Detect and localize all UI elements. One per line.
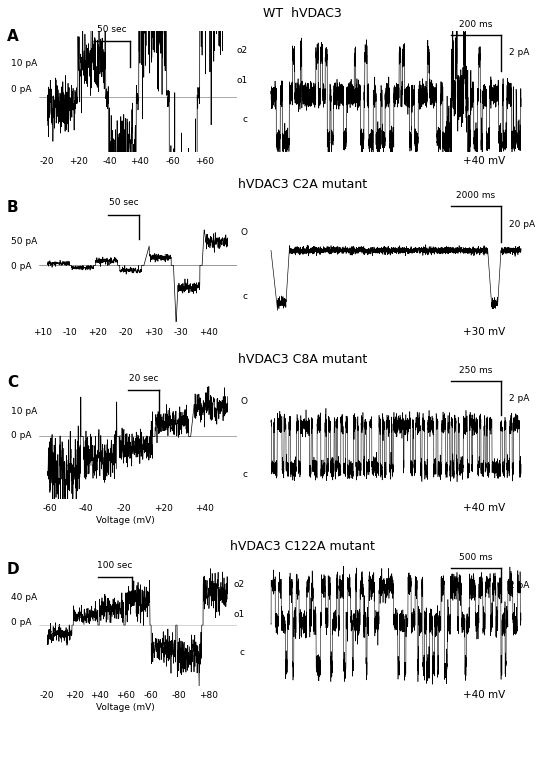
Text: B: B <box>7 200 19 215</box>
Text: 20 pA: 20 pA <box>509 220 535 229</box>
Text: 50 pA: 50 pA <box>11 237 37 245</box>
Text: -30: -30 <box>174 329 189 337</box>
Text: 50 sec: 50 sec <box>97 25 126 33</box>
Text: +40: +40 <box>199 329 218 337</box>
Text: 40 pA: 40 pA <box>11 593 37 602</box>
Text: 2 pA: 2 pA <box>509 581 529 590</box>
Text: 100 sec: 100 sec <box>97 561 133 569</box>
Text: -80: -80 <box>172 691 186 700</box>
Text: -20: -20 <box>118 329 133 337</box>
Text: 0 pA: 0 pA <box>11 432 31 440</box>
Text: +20: +20 <box>89 329 107 337</box>
Text: C: C <box>7 375 18 390</box>
Text: 10 pA: 10 pA <box>11 59 37 69</box>
Text: O: O <box>240 228 248 237</box>
Text: c: c <box>240 648 245 657</box>
Text: +40 mV: +40 mV <box>463 156 505 166</box>
Text: +30 mV: +30 mV <box>463 327 505 337</box>
Text: o1: o1 <box>236 76 248 85</box>
Text: +20: +20 <box>154 504 173 513</box>
Text: -20: -20 <box>117 504 131 513</box>
Text: -60: -60 <box>166 157 180 166</box>
Text: 0 pA: 0 pA <box>11 262 31 271</box>
Text: 2 pA: 2 pA <box>509 48 529 58</box>
Text: c: c <box>243 115 248 124</box>
Text: +30: +30 <box>144 329 163 337</box>
Text: WT  hVDAC3: WT hVDAC3 <box>263 7 342 19</box>
Text: +20: +20 <box>69 157 87 166</box>
Text: +60: +60 <box>116 691 135 700</box>
Text: -10: -10 <box>63 329 78 337</box>
Text: c: c <box>243 292 248 301</box>
Text: Voltage (mV): Voltage (mV) <box>96 340 155 350</box>
Text: -40: -40 <box>102 157 117 166</box>
Text: +40: +40 <box>130 157 149 166</box>
Text: o2: o2 <box>234 580 245 588</box>
Text: hVDAC3 C122A mutant: hVDAC3 C122A mutant <box>230 541 375 553</box>
Text: +40: +40 <box>195 504 215 513</box>
Text: +40: +40 <box>90 691 109 700</box>
Text: 250 ms: 250 ms <box>459 366 492 375</box>
Text: +60: +60 <box>195 157 215 166</box>
Text: 50 sec: 50 sec <box>109 199 139 207</box>
Text: o2: o2 <box>236 46 248 55</box>
Text: +80: +80 <box>199 691 218 700</box>
Text: hVDAC3 C2A mutant: hVDAC3 C2A mutant <box>238 178 367 191</box>
Text: 10 pA: 10 pA <box>11 407 37 416</box>
Text: -60: -60 <box>43 504 58 513</box>
Text: A: A <box>7 29 19 44</box>
Text: -40: -40 <box>79 504 94 513</box>
Text: Voltage (mV): Voltage (mV) <box>96 516 155 525</box>
Text: Voltage (mV): Voltage (mV) <box>96 703 155 712</box>
Text: -20: -20 <box>39 157 54 166</box>
Text: c: c <box>243 470 248 479</box>
Text: hVDAC3 C8A mutant: hVDAC3 C8A mutant <box>238 354 367 366</box>
Text: D: D <box>7 562 19 577</box>
Text: 0 pA: 0 pA <box>11 85 31 93</box>
Text: O: O <box>240 397 248 407</box>
Text: 200 ms: 200 ms <box>459 19 492 29</box>
Text: -20: -20 <box>39 691 54 700</box>
Text: +10: +10 <box>33 329 52 337</box>
Text: Voltage (mV): Voltage (mV) <box>96 169 155 178</box>
Text: 20 sec: 20 sec <box>129 374 158 382</box>
Text: -60: -60 <box>144 691 159 700</box>
Text: o1: o1 <box>234 610 245 619</box>
Text: +20: +20 <box>65 691 84 700</box>
Text: 2 pA: 2 pA <box>509 394 529 403</box>
Text: 500 ms: 500 ms <box>459 553 492 562</box>
Text: +40 mV: +40 mV <box>463 689 505 700</box>
Text: 0 pA: 0 pA <box>11 619 31 627</box>
Text: +40 mV: +40 mV <box>463 502 505 513</box>
Text: 2000 ms: 2000 ms <box>456 191 496 200</box>
